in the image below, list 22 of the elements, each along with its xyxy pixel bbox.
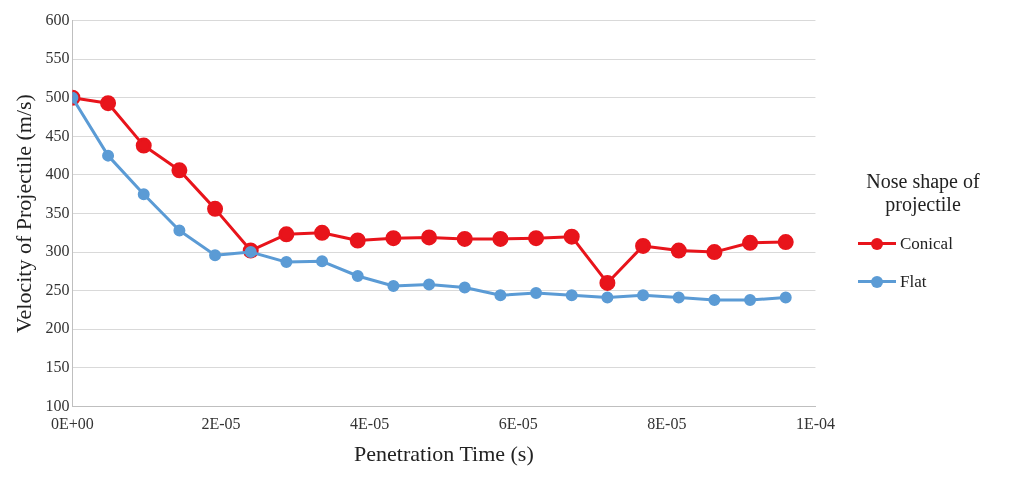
legend-label: Flat <box>900 272 927 292</box>
y-tick-label: 350 <box>45 203 70 221</box>
y-tick-label: 600 <box>45 10 70 28</box>
x-tick-label: 4E-05 <box>350 415 390 433</box>
x-tick-label: 2E-05 <box>201 415 241 433</box>
x-tick-label: 1E-04 <box>795 415 835 433</box>
y-tick-label: 200 <box>45 319 70 337</box>
legend-title: Nose shape of projectile <box>865 170 981 216</box>
y-tick-label: 250 <box>45 280 70 298</box>
x-tick-label: 8E-05 <box>647 415 687 433</box>
x-tick-label: 6E-05 <box>498 415 538 433</box>
y-tick-label: 150 <box>45 358 70 376</box>
y-tick-label: 400 <box>45 165 70 183</box>
legend-label: Conical <box>900 234 953 254</box>
x-axis-title: Penetration Time (s) <box>354 440 534 466</box>
y-tick-label: 450 <box>45 126 70 144</box>
y-tick-label: 100 <box>45 396 70 414</box>
y-axis-title: Velocity of Projectile (m/s) <box>10 94 36 333</box>
x-tick-label: 0E+00 <box>51 415 94 433</box>
y-tick-label: 300 <box>45 242 70 260</box>
y-tick-label: 550 <box>45 49 70 67</box>
y-tick-label: 500 <box>45 87 70 105</box>
